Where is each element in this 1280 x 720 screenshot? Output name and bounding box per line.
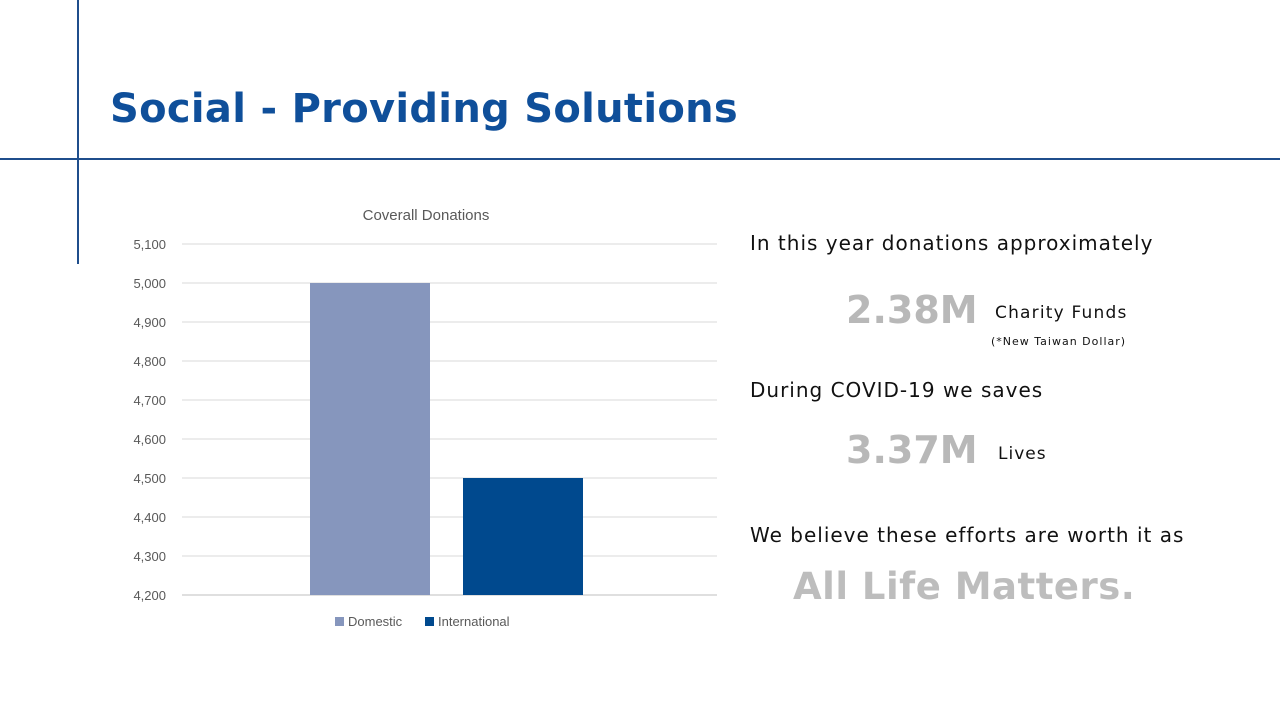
y-tick-label: 4,400 [133, 510, 166, 525]
lives-unit: Lives [998, 444, 1047, 464]
chart-legend: Domestic International [335, 614, 510, 629]
slogan: All Life Matters. [793, 565, 1136, 608]
donations-unit: Charity Funds [995, 303, 1128, 323]
y-axis-tick-labels: 4,200 4,300 4,400 4,500 4,600 4,700 4,800 4,900… [133, 237, 166, 603]
belief-text: We believe these efforts are worth it as [750, 523, 1185, 547]
legend-swatch-international [425, 617, 434, 626]
y-tick-label: 5,000 [133, 276, 166, 291]
legend-label-international: International [438, 614, 510, 629]
y-tick-label: 4,900 [133, 315, 166, 330]
slide-title: Social - Providing Solutions [110, 86, 739, 132]
y-tick-label: 5,100 [133, 237, 166, 252]
currency-note: (*New Taiwan Dollar) [991, 335, 1127, 348]
y-tick-label: 4,500 [133, 471, 166, 486]
legend-swatch-domestic [335, 617, 344, 626]
vertical-accent-line [77, 0, 79, 264]
y-tick-label: 4,800 [133, 354, 166, 369]
bar-international [463, 478, 583, 595]
chart-title: Coverall Donations [363, 207, 490, 224]
y-tick-label: 4,200 [133, 588, 166, 603]
coverall-donations-chart: Coverall Donations 4,2004,3004,4004,5004… [133, 207, 717, 629]
y-tick-label: 4,700 [133, 393, 166, 408]
chart-gridlines [182, 243, 717, 596]
donations-value: 2.38M [846, 288, 978, 332]
donations-intro-text: In this year donations approximately [750, 231, 1154, 255]
lives-value: 3.37M [846, 428, 978, 472]
chart-bars [310, 283, 583, 595]
y-tick-label: 4,300 [133, 549, 166, 564]
horizontal-accent-line [0, 158, 1280, 160]
y-tick-label: 4,600 [133, 432, 166, 447]
bar-domestic [310, 283, 430, 595]
covid-intro-text: During COVID-19 we saves [750, 378, 1044, 402]
legend-label-domestic: Domestic [348, 614, 403, 629]
